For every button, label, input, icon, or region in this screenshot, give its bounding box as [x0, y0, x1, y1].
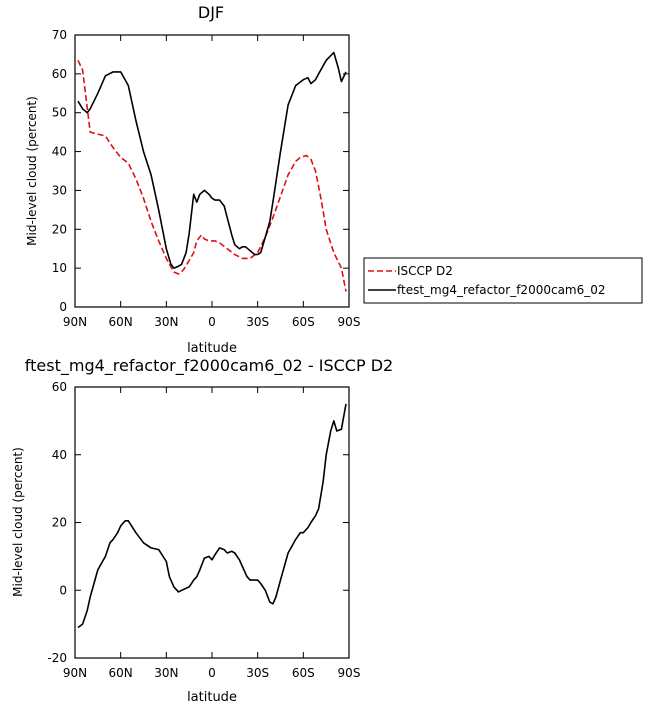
legend-label-model: ftest_mg4_refactor_f2000cam6_02 — [397, 283, 606, 297]
chart-bottom-series — [77, 403, 347, 629]
chart-bottom-x-tick-label: 90S — [338, 666, 361, 680]
chart-top-x-tick-label: 30N — [154, 315, 178, 329]
chart-bottom-series-line-0 — [77, 403, 347, 629]
chart-top-title: DJF — [198, 3, 224, 22]
chart-top-series-line-0 — [77, 59, 347, 292]
chart-bottom-x-tick-label: 90N — [63, 666, 87, 680]
chart-top: DJF 90N 60N 30N 0 30S 60S 90S 0 10 20 30 40 50 60 70 l… — [25, 3, 360, 356]
chart-top-legend: ISCCP D2 ftest_mg4_refactor_f2000cam6_02 — [363, 257, 643, 304]
chart-bottom-x-tick-label: 60N — [109, 666, 133, 680]
chart-top-x-tick-label: 60S — [292, 315, 315, 329]
chart-top-x-tick-label: 90S — [338, 315, 361, 329]
chart-top-y-tick-label: 30 — [52, 183, 67, 197]
chart-top-series — [77, 51, 347, 292]
chart-top-y-tick-label: 60 — [52, 67, 67, 81]
chart-top-y-tick-label: 50 — [52, 106, 67, 120]
legend-label-isccp: ISCCP D2 — [397, 264, 453, 278]
chart-top-y-tick-label: 40 — [52, 145, 67, 159]
chart-bottom-x-tick-label: 0 — [208, 666, 216, 680]
chart-top-y-tick-label: 0 — [59, 300, 67, 314]
chart-top-x-tick-label: 60N — [109, 315, 133, 329]
chart-bottom: ftest_mg4_refactor_f2000cam6_02 - ISCCP … — [11, 356, 393, 705]
chart-top-x-axis-label: latitude — [187, 341, 237, 356]
chart-top-x-tick-label: 90N — [63, 315, 87, 329]
chart-top-plot-frame — [74, 34, 350, 308]
chart-bottom-y-axis-label: Mid-level cloud (percent) — [11, 447, 25, 597]
chart-top-y-axis-label: Mid-level cloud (percent) — [25, 96, 39, 246]
chart-bottom-y-tick-label: 20 — [52, 516, 67, 530]
chart-bottom-x-tick-label: 60S — [292, 666, 315, 680]
chart-top-ticks: 90N 60N 30N 0 30S 60S 90S 0 10 20 30 40 50 60 70 — [52, 28, 361, 329]
chart-bottom-y-tick-label: 40 — [52, 448, 67, 462]
chart-bottom-plot-frame — [74, 386, 350, 659]
chart-top-y-tick-label: 70 — [52, 28, 67, 42]
chart-top-y-tick-label: 10 — [52, 261, 67, 275]
chart-top-series-line-1 — [77, 51, 347, 269]
chart-bottom-y-tick-label: 0 — [59, 583, 67, 597]
chart-bottom-title: ftest_mg4_refactor_f2000cam6_02 - ISCCP … — [25, 356, 393, 376]
chart-top-y-tick-label: 20 — [52, 222, 67, 236]
chart-top-x-tick-label: 30S — [246, 315, 269, 329]
legend-box — [363, 257, 643, 304]
chart-bottom-x-tick-label: 30N — [154, 666, 178, 680]
chart-bottom-x-tick-label: 30S — [246, 666, 269, 680]
chart-top-x-tick-label: 0 — [208, 315, 216, 329]
chart-bottom-ticks: 90N 60N 30N 0 30S 60S 90S -20 0 20 40 60 — [47, 380, 360, 680]
chart-bottom-x-axis-label: latitude — [187, 690, 237, 705]
chart-bottom-y-tick-label: -20 — [47, 651, 67, 665]
chart-bottom-y-tick-label: 60 — [52, 380, 67, 394]
